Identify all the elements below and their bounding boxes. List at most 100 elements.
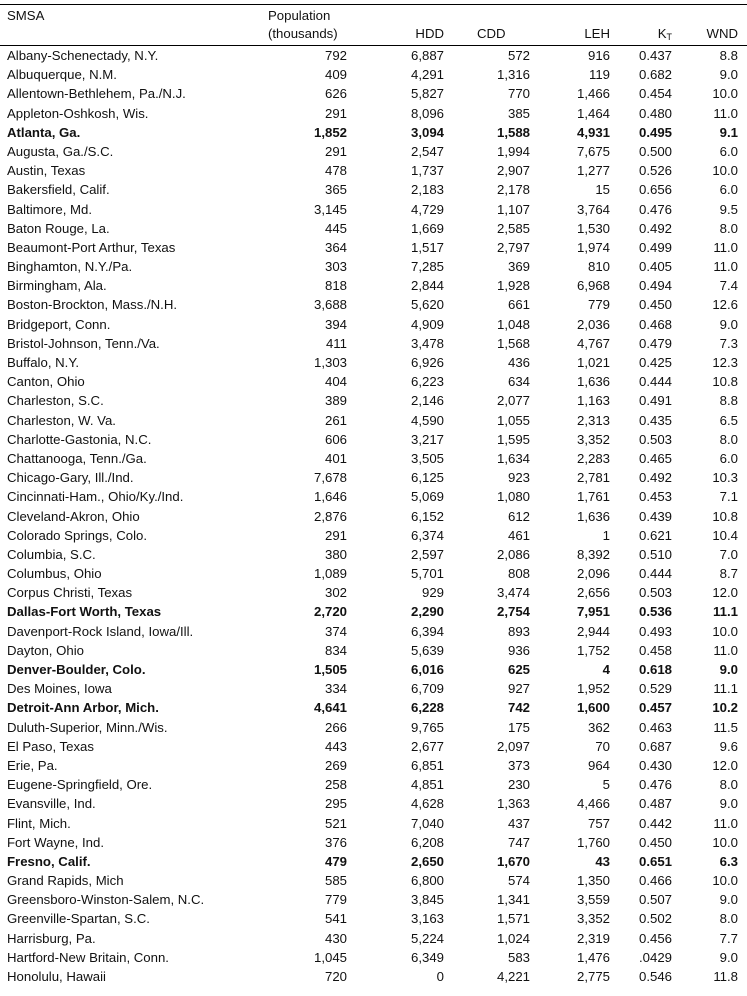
cell-kt: 0.526 bbox=[638, 163, 672, 179]
cell-population: 606 bbox=[324, 431, 347, 447]
cell-leh: 1,021 bbox=[576, 355, 610, 370]
cell-population: 430 bbox=[324, 930, 347, 946]
cell-leh: 4,466 bbox=[576, 796, 610, 812]
cell-population: 1,045 bbox=[313, 949, 347, 965]
cell-population: 792 bbox=[324, 48, 347, 63]
header-smsa: SMSA bbox=[7, 8, 45, 23]
table-row: Atlanta, Ga. 1,852 3,094 1,588 4,931 0.495 9.1 bbox=[0, 123, 747, 142]
cell-cdd: 1,080 bbox=[496, 489, 530, 505]
cell-smsa: Beaumont-Port Arthur, Texas bbox=[7, 239, 176, 255]
cell-hdd: 4,909 bbox=[410, 316, 444, 332]
cell-hdd: 6,887 bbox=[410, 48, 444, 63]
table-row: Denver-Boulder, Colo. 1,505 6,016 625 4 0.618… bbox=[0, 660, 747, 679]
cell-cdd: 808 bbox=[507, 566, 530, 582]
cell-cdd: 436 bbox=[507, 355, 530, 370]
cell-hdd: 3,094 bbox=[410, 124, 444, 140]
header-rule bbox=[0, 45, 747, 46]
table-row: Duluth-Superior, Minn./Wis. 266 9,765 175 36… bbox=[0, 718, 747, 737]
table-row: Birmingham, Ala. 818 2,844 1,928 6,968 0.494 7… bbox=[0, 276, 747, 295]
cell-hdd: 6,374 bbox=[410, 527, 444, 543]
cell-leh: 964 bbox=[587, 757, 610, 773]
cell-leh: 1 bbox=[602, 527, 610, 543]
cell-cdd: 2,097 bbox=[496, 738, 530, 754]
cell-hdd: 6,349 bbox=[410, 949, 444, 965]
cell-hdd: 6,016 bbox=[410, 662, 444, 677]
cell-hdd: 9,765 bbox=[410, 719, 444, 735]
cell-population: 779 bbox=[324, 892, 347, 908]
table-row: Charleston, S.C. 389 2,146 2,077 1,163 0.491 8… bbox=[0, 391, 747, 410]
cell-leh: 43 bbox=[595, 853, 610, 869]
table-row: Fresno, Calif. 479 2,650 1,670 43 0.651 6.3 bbox=[0, 852, 747, 871]
cell-kt: 0.493 bbox=[638, 623, 672, 639]
cell-smsa: Buffalo, N.Y. bbox=[7, 355, 80, 370]
cell-hdd: 3,505 bbox=[410, 450, 444, 466]
table-row: Grand Rapids, Mich 585 6,800 574 1,350 0.466 1… bbox=[0, 871, 747, 890]
cell-wnd: 11.0 bbox=[713, 259, 738, 275]
cell-cdd: 230 bbox=[507, 777, 530, 793]
cell-smsa: Boston-Brockton, Mass./N.H. bbox=[7, 297, 178, 313]
cell-smsa: Cincinnati-Ham., Ohio/Ky./Ind. bbox=[7, 489, 184, 505]
cell-wnd: 10.0 bbox=[712, 86, 738, 102]
cell-cdd: 1,634 bbox=[496, 450, 530, 466]
cell-population: 376 bbox=[324, 834, 347, 850]
cell-leh: 1,636 bbox=[576, 374, 610, 390]
header-kt-sub: T bbox=[666, 32, 673, 42]
cell-leh: 2,319 bbox=[576, 930, 610, 946]
cell-wnd: 6.0 bbox=[719, 182, 738, 198]
cell-wnd: 11.0 bbox=[713, 642, 738, 658]
cell-wnd: 7.3 bbox=[719, 335, 738, 351]
cell-hdd: 3,478 bbox=[410, 335, 444, 351]
cell-kt: 0.494 bbox=[638, 278, 672, 294]
cell-wnd: 6.3 bbox=[719, 853, 738, 869]
cell-cdd: 437 bbox=[507, 815, 530, 831]
cell-population: 445 bbox=[324, 220, 347, 236]
cell-kt: 0.480 bbox=[638, 105, 672, 121]
table-row: Canton, Ohio 404 6,223 634 1,636 0.444 10.8 bbox=[0, 372, 747, 391]
cell-smsa: Cleveland-Akron, Ohio bbox=[7, 508, 140, 524]
cell-kt: 0.465 bbox=[638, 450, 672, 466]
cell-cdd: 923 bbox=[507, 470, 530, 486]
cell-kt: 0.487 bbox=[638, 796, 672, 812]
cell-population: 261 bbox=[324, 412, 347, 428]
cell-wnd: 8.0 bbox=[719, 220, 738, 236]
cell-wnd: 9.0 bbox=[719, 949, 738, 965]
cell-kt: 0.502 bbox=[638, 911, 672, 927]
cell-wnd: 11.0 bbox=[713, 105, 738, 121]
cell-cdd: 574 bbox=[507, 873, 530, 889]
cell-wnd: 9.0 bbox=[719, 796, 738, 812]
cell-wnd: 8.0 bbox=[719, 777, 738, 793]
cell-wnd: 11.0 bbox=[713, 239, 738, 255]
cell-population: 295 bbox=[324, 796, 347, 812]
cell-population: 374 bbox=[324, 623, 347, 639]
table-row: Bristol-Johnson, Tenn./Va. 411 3,478 1,568 4… bbox=[0, 334, 747, 353]
cell-leh: 4,767 bbox=[576, 335, 610, 351]
cell-leh: 757 bbox=[587, 815, 610, 831]
cell-cdd: 2,077 bbox=[496, 393, 530, 409]
cell-cdd: 1,048 bbox=[496, 316, 530, 332]
cell-population: 2,720 bbox=[313, 604, 347, 620]
cell-population: 626 bbox=[324, 86, 347, 102]
table-row: Chattanooga, Tenn./Ga. 401 3,505 1,634 2,283… bbox=[0, 449, 747, 468]
cell-hdd: 5,069 bbox=[410, 489, 444, 505]
cell-wnd: 8.8 bbox=[719, 393, 738, 409]
cell-leh: 916 bbox=[587, 48, 610, 63]
cell-kt: 0.456 bbox=[638, 930, 672, 946]
cell-cdd: 2,754 bbox=[496, 604, 530, 620]
cell-cdd: 1,994 bbox=[496, 143, 530, 159]
cell-smsa: Allentown-Bethlehem, Pa./N.J. bbox=[7, 86, 186, 102]
cell-wnd: 7.0 bbox=[719, 546, 738, 562]
cell-smsa: Erie, Pa. bbox=[7, 757, 58, 773]
cell-hdd: 6,125 bbox=[410, 470, 444, 486]
cell-leh: 1,952 bbox=[576, 681, 610, 697]
header-wnd: WND bbox=[706, 26, 739, 41]
cell-leh: 2,781 bbox=[576, 470, 610, 486]
cell-hdd: 929 bbox=[421, 585, 444, 601]
cell-cdd: 1,928 bbox=[496, 278, 530, 294]
table-row: Austin, Texas 478 1,737 2,907 1,277 0.526 10.0 bbox=[0, 161, 747, 180]
cell-hdd: 2,677 bbox=[410, 738, 444, 754]
header-hdd: HDD bbox=[415, 26, 444, 41]
cell-population: 291 bbox=[324, 105, 347, 121]
cell-hdd: 3,217 bbox=[410, 431, 444, 447]
table-row: Evansville, Ind. 295 4,628 1,363 4,466 0.487 9… bbox=[0, 794, 747, 813]
cell-hdd: 3,845 bbox=[410, 892, 444, 908]
